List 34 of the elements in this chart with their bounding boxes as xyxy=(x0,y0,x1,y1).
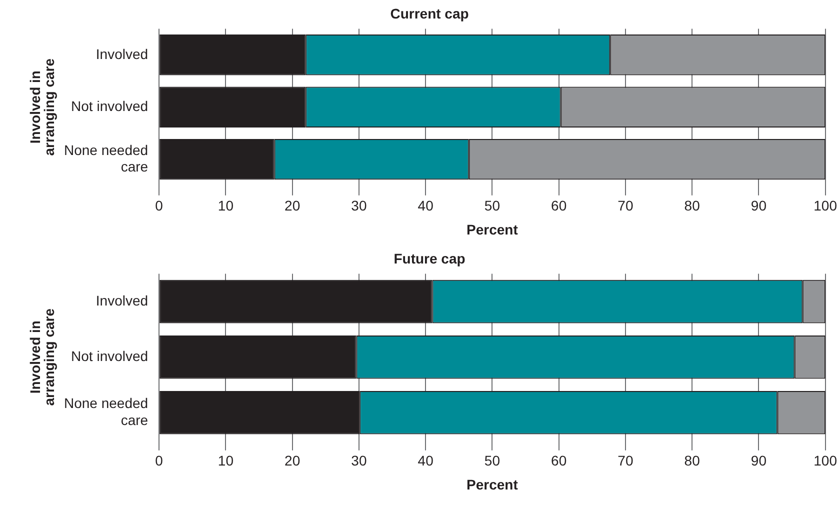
x-tick-label: 50 xyxy=(484,452,500,469)
y-tick-label: Involved xyxy=(96,46,148,62)
x-tick-label: 70 xyxy=(618,198,634,214)
y-tick-label: Not involved xyxy=(71,98,148,114)
x-tick-label: 60 xyxy=(551,452,567,469)
x-tick-label: 30 xyxy=(351,198,367,214)
y-axis-title: Involved in arranging care xyxy=(26,58,57,156)
chart-title: Current cap xyxy=(390,5,469,22)
x-tick-label: 90 xyxy=(750,198,767,214)
x-tick-label: 40 xyxy=(418,198,434,214)
y-tick-label: None needed care xyxy=(64,142,148,175)
y-axis-title: Involved in arranging care xyxy=(26,308,57,406)
x-tick-label: 10 xyxy=(218,452,234,469)
x-tick-label: 10 xyxy=(218,198,234,214)
x-tick-label: 50 xyxy=(484,198,500,214)
x-tick-label: 80 xyxy=(684,452,700,469)
x-tick-label: 20 xyxy=(284,452,300,469)
x-tick-label: 90 xyxy=(750,452,767,469)
x-tick-label: 60 xyxy=(551,198,567,214)
x-tick-label: 20 xyxy=(284,198,300,214)
x-tick-label: 70 xyxy=(618,452,634,469)
x-axis-title: Percent xyxy=(466,476,518,492)
x-tick-label: 40 xyxy=(418,452,434,469)
y-tick-label: Not involved xyxy=(71,348,148,364)
x-tick-label: 30 xyxy=(351,452,367,469)
y-tick-label: None needed care xyxy=(64,395,148,428)
x-tick-label: 100 xyxy=(814,198,838,214)
chart-title: Future cap xyxy=(394,250,466,266)
x-tick-label: 0 xyxy=(155,198,164,214)
x-tick-label: 0 xyxy=(155,452,164,469)
x-tick-label: 80 xyxy=(684,198,700,214)
x-axis-title: Percent xyxy=(466,221,518,238)
y-tick-label: Involved xyxy=(96,292,148,308)
x-tick-label: 100 xyxy=(814,452,838,469)
